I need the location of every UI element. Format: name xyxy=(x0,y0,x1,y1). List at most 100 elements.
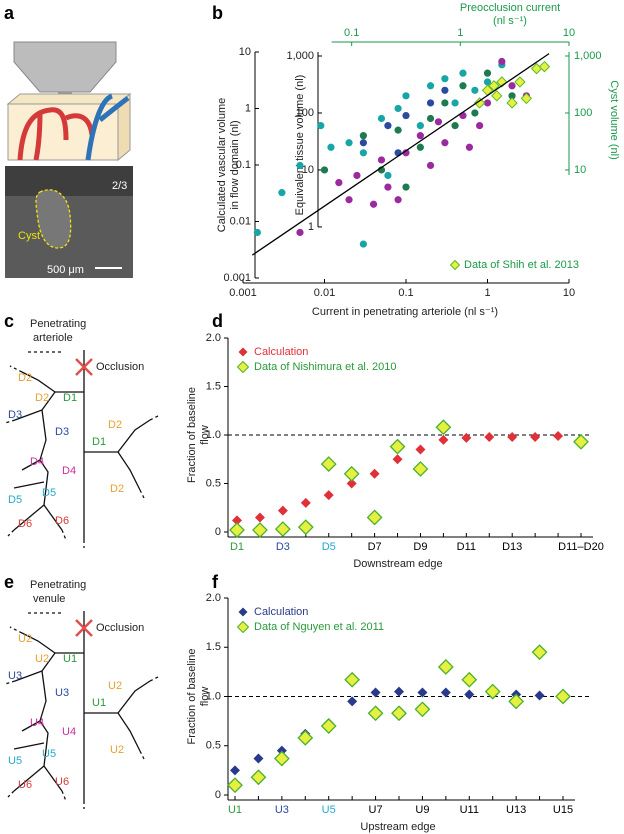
data-point xyxy=(345,139,353,147)
data-point xyxy=(353,171,361,180)
vessel xyxy=(13,765,45,792)
edge-label: D3 xyxy=(8,409,22,421)
vessel xyxy=(41,391,56,411)
data-point xyxy=(367,705,384,722)
vessel xyxy=(21,459,41,471)
data-point xyxy=(483,78,492,86)
y-tick-label: 1 xyxy=(245,102,251,114)
x-tick-label: D1 xyxy=(230,541,244,553)
y-axis-label: flow xyxy=(199,425,211,445)
vessel xyxy=(21,632,56,654)
vessel xyxy=(14,670,43,682)
occlusion-mark xyxy=(75,358,93,376)
cyst-label: Cyst xyxy=(18,230,40,242)
edge-label: U1 xyxy=(63,653,77,665)
data-point xyxy=(484,431,495,442)
edge-label: U5 xyxy=(42,748,56,760)
legend-label: Calculation xyxy=(254,606,308,618)
edge-label: U3 xyxy=(55,687,69,699)
data-point xyxy=(573,433,589,450)
vessel xyxy=(117,451,141,491)
data-point xyxy=(402,149,410,157)
data-point xyxy=(232,515,242,526)
edge-label: U2 xyxy=(18,633,32,645)
edge-label: U1 xyxy=(92,697,106,709)
edge-label: U4 xyxy=(62,726,76,738)
vessel-end xyxy=(4,419,16,424)
data-point xyxy=(441,139,449,147)
data-point xyxy=(300,497,311,508)
data-point xyxy=(402,183,410,191)
y-tick-label: 0 xyxy=(215,789,221,801)
data-point xyxy=(435,419,452,436)
legend-marker xyxy=(236,360,250,374)
legend-label: Data of Nguyen et al. 2011 xyxy=(254,621,384,633)
x-tick-label: D5 xyxy=(322,541,336,553)
y3-tick-label: 10 xyxy=(574,164,586,176)
legend-marker xyxy=(238,607,248,617)
edge-label: D4 xyxy=(62,465,76,477)
data-point xyxy=(437,659,454,675)
vessel-end xyxy=(61,790,67,802)
y-axis-label: Calculated vascular volume xyxy=(216,98,228,233)
data-point xyxy=(508,82,516,90)
legend-label: Calculation xyxy=(254,346,308,358)
x2-tick-label: 0.1 xyxy=(344,27,359,39)
edge-label: D5 xyxy=(42,487,56,499)
vessel-end xyxy=(61,529,67,541)
data-point xyxy=(359,139,367,147)
data-point xyxy=(323,490,334,501)
x-tick-label: D7 xyxy=(368,541,382,553)
edge-label: U6 xyxy=(18,779,32,791)
y-axis-label: Fraction of baseline xyxy=(186,387,198,483)
edge-label: D5 xyxy=(8,494,22,506)
data-point xyxy=(391,705,407,722)
data-point xyxy=(274,521,291,538)
panel-label: a xyxy=(4,3,15,23)
data-point xyxy=(227,777,243,794)
data-point xyxy=(384,183,392,191)
data-point xyxy=(359,132,367,140)
y3-axis-label: Cyst volume (nl) xyxy=(608,80,620,159)
legend-label: Data of Nishimura et al. 2010 xyxy=(254,361,396,373)
x-tick-label: U5 xyxy=(322,804,336,816)
vessel-end xyxy=(9,365,23,373)
data-point xyxy=(254,512,265,523)
edge-label: D2 xyxy=(108,419,122,431)
data-point xyxy=(471,86,479,94)
y3-tick-label: 100 xyxy=(574,107,592,119)
data-point xyxy=(250,769,267,786)
data-point xyxy=(461,671,478,688)
data-point xyxy=(297,519,314,536)
data-point xyxy=(392,454,403,465)
data-point xyxy=(507,431,518,442)
legend-marker xyxy=(238,347,248,357)
data-point xyxy=(359,240,367,248)
data-point xyxy=(252,522,268,538)
data-point xyxy=(416,132,424,140)
data-point xyxy=(377,114,386,123)
data-point xyxy=(461,432,472,443)
data-point xyxy=(345,196,353,204)
data-point xyxy=(253,228,261,237)
data-point xyxy=(520,92,533,105)
x-tick-label: U15 xyxy=(553,804,573,816)
data-point xyxy=(402,111,410,120)
x-tick-label: U9 xyxy=(415,804,429,816)
y-axis-label: flow xyxy=(199,687,211,707)
x2-tick-label: 1 xyxy=(457,27,463,39)
vessel xyxy=(13,504,45,531)
vessel-end xyxy=(139,489,145,499)
edge-label: D2 xyxy=(18,372,32,384)
data-point xyxy=(553,430,564,441)
y-tick-label: 1.5 xyxy=(206,380,221,392)
vessel xyxy=(117,680,151,714)
data-point xyxy=(459,82,467,90)
data-point xyxy=(320,456,337,473)
vessel xyxy=(117,419,151,453)
data-point xyxy=(346,478,357,489)
data-point xyxy=(394,686,404,697)
data-point xyxy=(229,522,245,538)
